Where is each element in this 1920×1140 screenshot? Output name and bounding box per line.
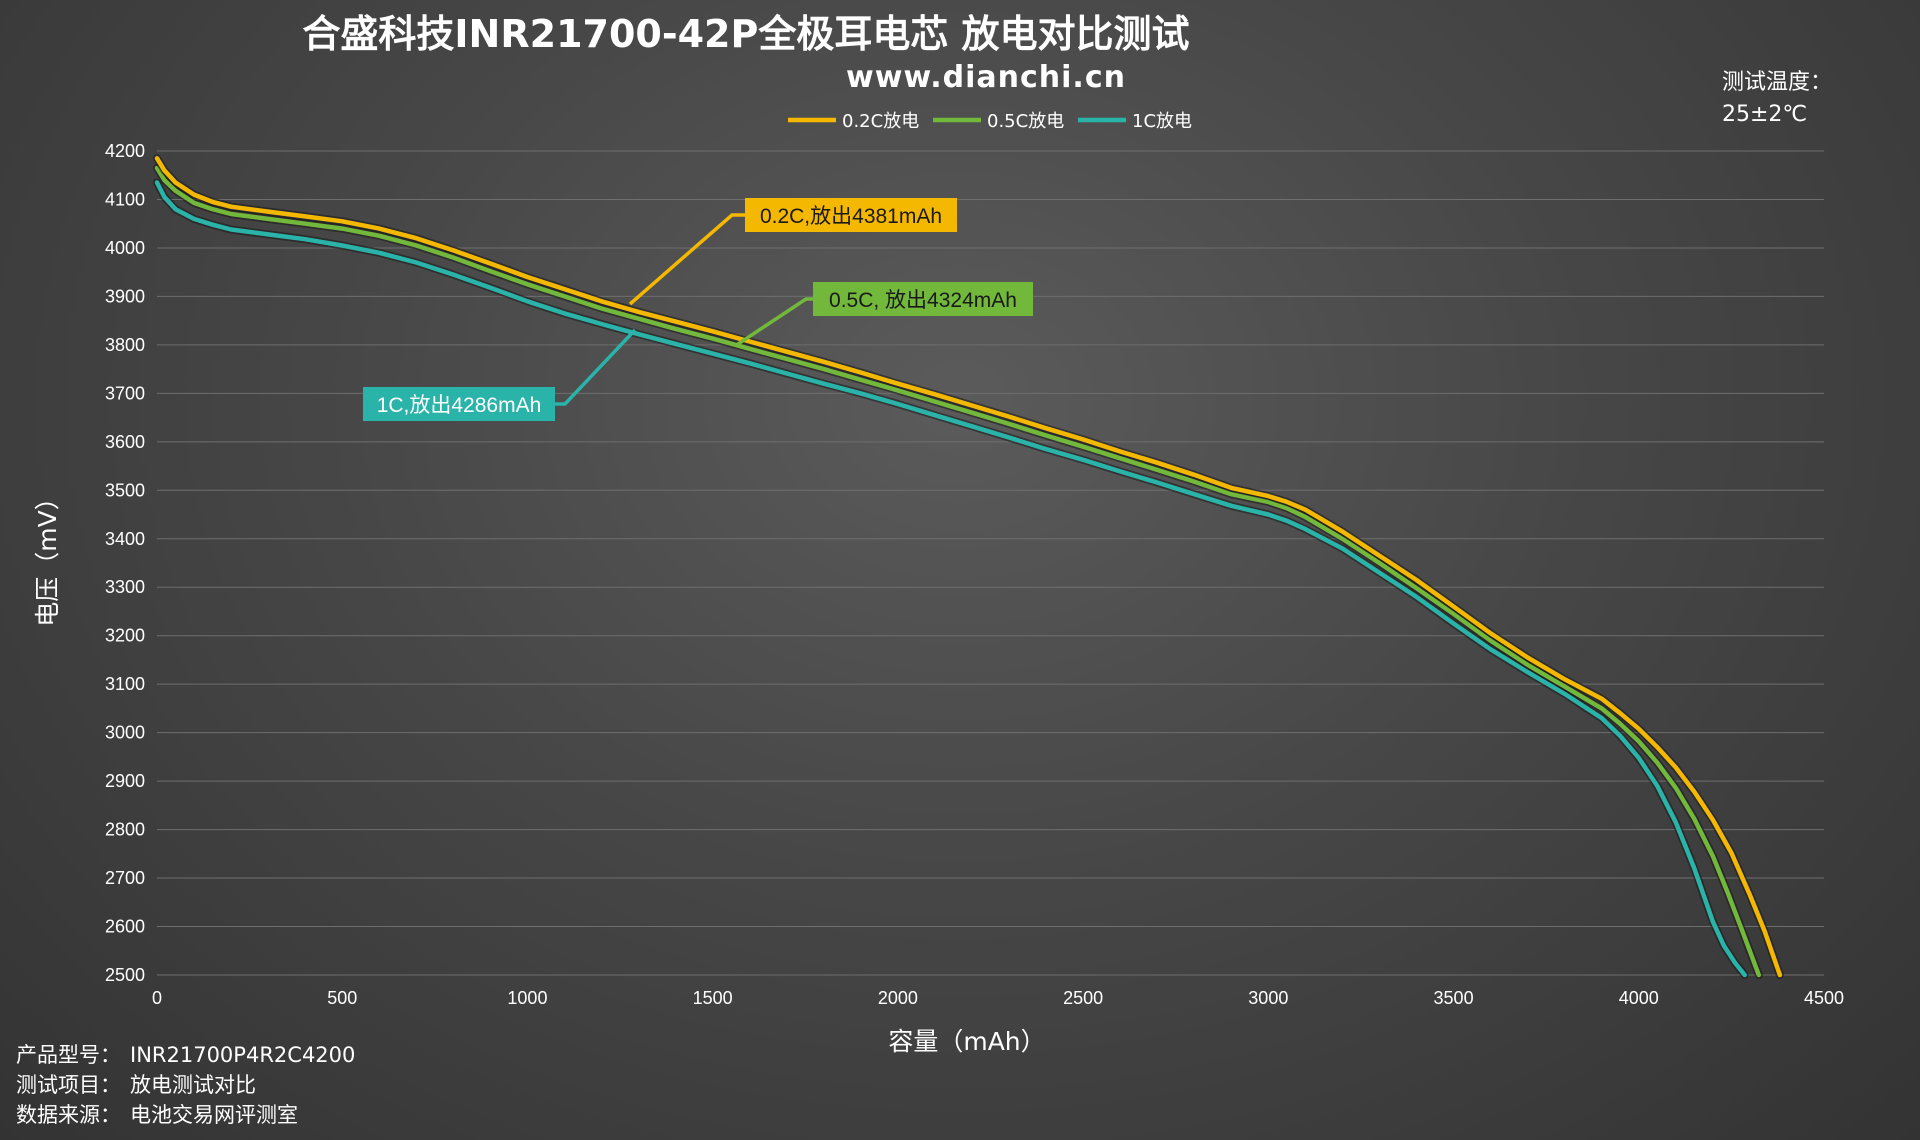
x-tick-label: 1000 xyxy=(507,988,547,1008)
annotation-leader xyxy=(734,297,815,348)
legend: 0.2C放电 0.5C放电 1C放电 xyxy=(788,111,1192,132)
annotation-leader xyxy=(553,328,637,406)
data-source-value: 电池交易网评测室 xyxy=(130,1103,298,1127)
legend-label: 0.5C放电 xyxy=(987,111,1064,132)
series-lines xyxy=(153,154,1784,979)
y-tick-label: 3200 xyxy=(105,626,145,646)
y-tick-label: 2700 xyxy=(105,868,145,888)
chart-subtitle: www.dianchi.cn xyxy=(846,60,1126,95)
y-tick-label: 3300 xyxy=(105,577,145,597)
series-line-shadow xyxy=(153,154,1784,979)
x-tick-label: 1500 xyxy=(693,988,733,1008)
y-tick-label: 4000 xyxy=(105,238,145,258)
temperature-value: 25±2℃ xyxy=(1722,102,1807,127)
annotation-label: 0.5C, 放出4324mAh xyxy=(829,289,1017,312)
test-item-value: 放电测试对比 xyxy=(130,1073,256,1097)
gridlines xyxy=(157,150,1824,976)
y-tick-label: 3800 xyxy=(105,335,145,355)
annotation-box xyxy=(363,387,555,421)
product-value: INR21700P4R2C4200 xyxy=(130,1043,355,1067)
annotation-leader xyxy=(628,213,747,306)
y-tick-label: 3000 xyxy=(105,723,145,743)
x-tick-label: 3500 xyxy=(1434,988,1474,1008)
info-block: 产品型号： INR21700P4R2C4200 测试项目： 放电测试对比 数据来… xyxy=(16,1043,355,1127)
y-tick-label: 4200 xyxy=(105,141,145,161)
annotation-box xyxy=(813,282,1033,316)
y-tick-label: 2800 xyxy=(105,820,145,840)
annotations: 0.2C,放出4381mAh 0.5C, 放出4324mAh 1C,放出4286mA… xyxy=(363,198,1033,421)
series-line xyxy=(154,180,1747,978)
y-tick-label: 3500 xyxy=(105,480,145,500)
legend-label: 0.2C放电 xyxy=(842,111,919,132)
product-label: 产品型号： xyxy=(16,1043,121,1067)
temperature-label: 测试温度： xyxy=(1722,70,1832,95)
x-tick-label: 3000 xyxy=(1248,988,1288,1008)
annotation-label: 0.2C,放出4381mAh xyxy=(760,205,942,228)
y-axis-ticks: 2500 2600 2700 2800 2900 3000 3100 3200 3300 3400… xyxy=(105,141,145,985)
y-tick-label: 4100 xyxy=(105,189,145,209)
legend-label: 1C放电 xyxy=(1132,111,1192,132)
annotation-label: 1C,放出4286mAh xyxy=(377,394,542,417)
annotation-box xyxy=(745,198,957,232)
chart-title: 合盛科技INR21700-42P全极耳电芯 放电对比测试 xyxy=(302,12,1189,56)
x-tick-label: 4000 xyxy=(1619,988,1659,1008)
y-tick-label: 3100 xyxy=(105,674,145,694)
y-tick-label: 3600 xyxy=(105,432,145,452)
x-tick-label: 4500 xyxy=(1804,988,1844,1008)
x-tick-label: 2000 xyxy=(878,988,918,1008)
y-tick-label: 2600 xyxy=(105,917,145,937)
y-axis-label: 电压（mV） xyxy=(33,485,62,626)
x-tick-label: 500 xyxy=(327,988,357,1008)
y-tick-label: 3400 xyxy=(105,529,145,549)
series-line xyxy=(154,165,1762,978)
x-tick-label: 2500 xyxy=(1063,988,1103,1008)
test-item-label: 测试项目： xyxy=(16,1073,121,1097)
x-axis-label: 容量（mAh） xyxy=(888,1027,1045,1056)
y-tick-label: 3900 xyxy=(105,286,145,306)
x-tick-label: 0 xyxy=(152,988,162,1008)
y-tick-label: 2500 xyxy=(105,965,145,985)
series-line xyxy=(154,156,1783,978)
x-axis-ticks: 0 500 1000 1500 2000 2500 3000 3500 4000 4500 xyxy=(152,988,1844,1008)
y-tick-label: 2900 xyxy=(105,771,145,791)
y-tick-label: 3700 xyxy=(105,383,145,403)
data-source-label: 数据来源： xyxy=(16,1103,121,1127)
